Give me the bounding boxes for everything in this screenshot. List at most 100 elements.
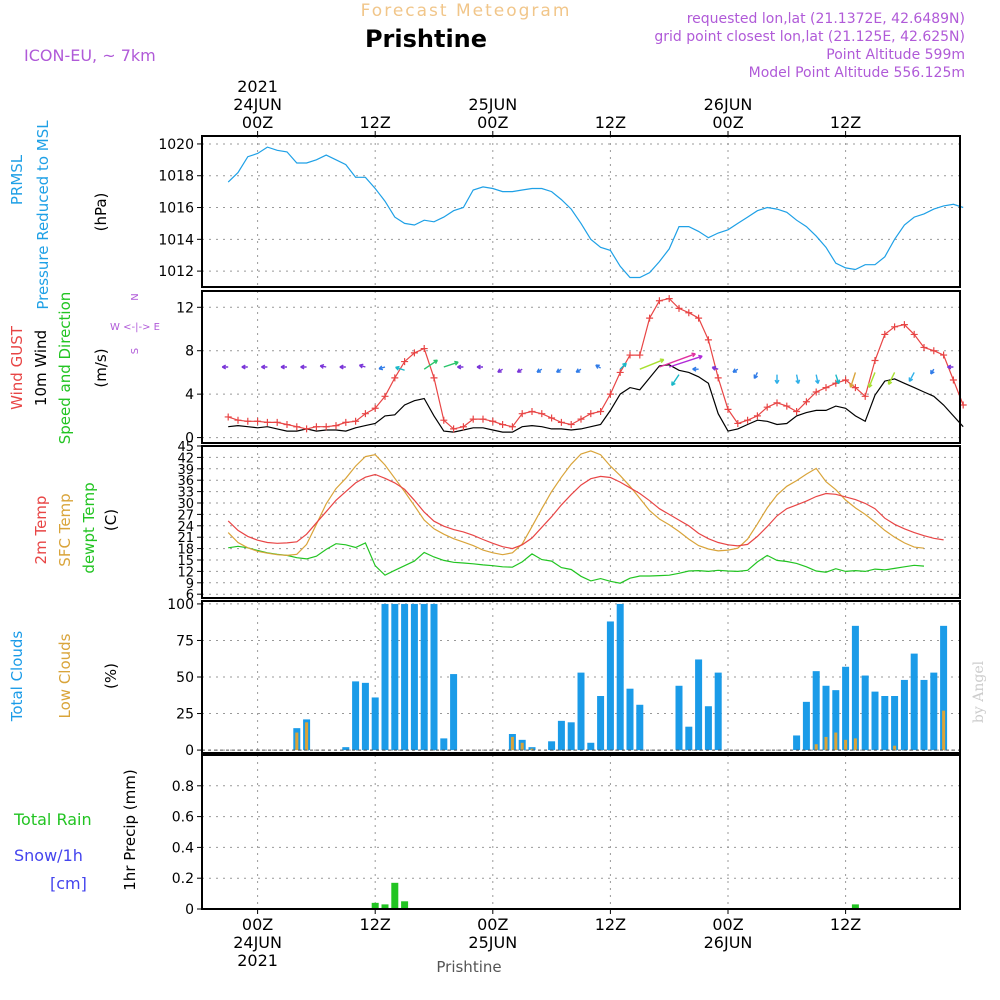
pressure-line: [227, 146, 964, 279]
total-cloud-bar: [420, 603, 428, 751]
gust-marker: [430, 374, 438, 382]
rain-label: Total Rain: [13, 810, 92, 829]
gust-marker: [322, 423, 330, 431]
total-cloud-bar: [930, 672, 938, 751]
wind-vector: [814, 374, 820, 385]
wind-vector: [575, 368, 582, 373]
wind-vector: [300, 364, 307, 370]
bottom-time-label: 00Z: [242, 915, 273, 934]
gust-marker: [871, 356, 879, 364]
ytick-label: 50: [176, 670, 194, 686]
pressure-unit: (hPa): [92, 193, 110, 232]
wind-vector: [639, 358, 665, 370]
temp-panel-labels: 2m Temp SFC Temp dewpt Temp (C): [32, 482, 120, 573]
total-cloud-bar: [822, 685, 830, 751]
total-cloud-bar: [391, 603, 399, 751]
ytick-label: 21: [177, 531, 194, 546]
gust-marker: [410, 349, 418, 357]
gust-marker: [812, 388, 820, 396]
temp-unit: (C): [102, 509, 120, 531]
total-cloud-bar: [606, 621, 614, 751]
total-cloud-bar: [851, 625, 859, 751]
wind-vector: [849, 372, 857, 388]
total-clouds-label: Total Clouds: [8, 631, 26, 723]
ytick-label: 0.2: [172, 871, 194, 887]
ytick-label: 12: [177, 565, 194, 580]
ytick-label: 0.8: [172, 779, 194, 795]
low-cloud-bar: [305, 722, 309, 751]
gust-marker: [293, 423, 301, 431]
rain-bar: [391, 882, 399, 909]
gust-marker: [538, 410, 546, 418]
total-cloud-bar: [361, 682, 369, 751]
total-cloud-bar: [430, 603, 438, 751]
wind-vector: [711, 365, 719, 371]
model-altitude: Model Point Altitude 556.125m: [749, 65, 965, 81]
precip-ylabel: 1hr Precip (mm): [121, 769, 139, 890]
total-cloud-bar: [714, 672, 722, 751]
gust-marker: [254, 417, 262, 425]
gust-marker: [822, 384, 830, 392]
gust-marker: [577, 415, 585, 423]
pressure-label: Pressure Reduced to MSL: [34, 120, 52, 310]
cloud-panel-labels: Total Clouds Low Clouds (%): [8, 631, 120, 723]
wind-vector: [221, 364, 229, 370]
ytick-label: 30: [177, 497, 194, 512]
wind-vector: [671, 374, 680, 387]
wind-vector: [555, 368, 562, 373]
total-cloud-bar: [557, 720, 565, 751]
gust-label: Wind GUST: [8, 325, 26, 410]
gust-marker: [753, 412, 761, 420]
gust-marker: [499, 421, 507, 429]
gust-marker: [655, 297, 663, 305]
gust-marker: [312, 423, 320, 431]
top-time-label: 00Z: [477, 113, 508, 132]
gust-line: [228, 297, 964, 430]
watermark: by Angel: [971, 660, 987, 723]
gust-marker: [508, 423, 516, 431]
gust-marker: [401, 358, 409, 366]
ytick-label: 4: [185, 387, 194, 403]
panel-3: 0 25 50 75 100: [167, 597, 961, 759]
panels: 1012101410161018102004812691215182124273…: [158, 135, 967, 918]
gust-marker: [528, 408, 536, 416]
total-cloud-bar: [910, 653, 918, 751]
total-cloud-bar: [616, 603, 624, 751]
gust-marker: [626, 351, 634, 359]
gust-marker: [391, 374, 399, 382]
sfc-temp-line: [227, 450, 925, 557]
total-cloud-bar: [881, 696, 889, 751]
total-cloud-bar: [704, 706, 712, 751]
gust-marker: [224, 413, 232, 421]
top-time-label: 25JUN: [468, 95, 517, 114]
wind-vector: [457, 364, 464, 370]
gust-marker: [371, 404, 379, 412]
ytick-label: 1016: [158, 201, 194, 217]
ytick-label: 12: [176, 300, 194, 316]
gust-marker: [724, 405, 732, 413]
snow-label: Snow/1h: [14, 846, 83, 865]
ytick-label: 0.6: [172, 810, 194, 826]
wind-vector: [358, 363, 366, 369]
ytick-label: 100: [167, 597, 194, 613]
panel-border: [201, 135, 961, 288]
gust-marker: [744, 416, 752, 424]
bottom-time-label: 26JUN: [704, 933, 753, 952]
gust-marker: [842, 376, 850, 384]
place-title: Prishtine: [365, 25, 487, 53]
total-cloud-bar: [410, 603, 418, 751]
model-label: ICON-EU, ~ 7km: [24, 46, 156, 65]
total-cloud-bar: [812, 671, 820, 751]
wind-vector: [835, 374, 841, 385]
gust-marker: [557, 418, 565, 426]
panel-border: [201, 290, 961, 444]
ytick-label: 27: [177, 508, 194, 523]
wind-vector: [423, 359, 439, 370]
wind-vector: [497, 368, 503, 373]
bottom-time-label: 25JUN: [468, 933, 517, 952]
gust-marker: [949, 376, 957, 384]
bottom-time-label: 12Z: [360, 915, 391, 934]
gust-marker: [450, 425, 458, 433]
gust-marker: [361, 410, 369, 418]
